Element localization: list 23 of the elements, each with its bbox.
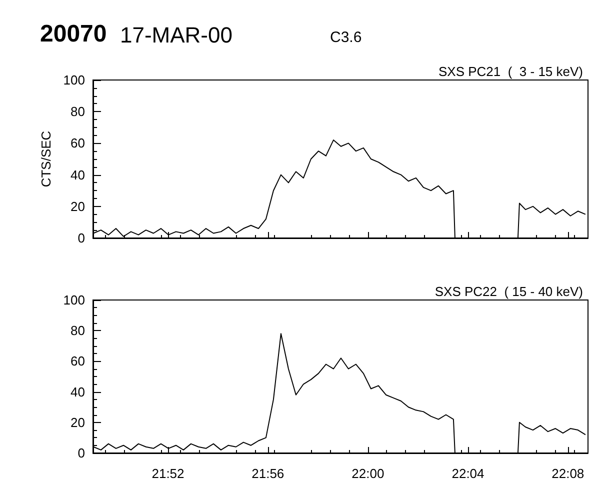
y-tick-label: 0	[78, 230, 85, 246]
y-tick-label: 60	[70, 136, 85, 151]
x-tick-label: 22:08	[552, 466, 584, 480]
chart-title: SXS PC22 ( 15 - 40 keV)	[434, 284, 583, 299]
text: C3.6	[330, 29, 362, 46]
y-tick-label: 60	[70, 354, 85, 369]
text: 17-MAR-00	[120, 22, 232, 48]
y-tick-label: 20	[70, 414, 85, 430]
y-tick-label: 80	[70, 104, 85, 120]
y-tick-label: 0	[78, 446, 85, 460]
x-tick-label: 22:04	[452, 466, 484, 480]
y-tick-label: 100	[63, 72, 85, 88]
y-tick-label: 20	[70, 198, 85, 214]
y-tick-label: 40	[70, 384, 85, 400]
y-tick-label: 80	[70, 323, 85, 338]
y-tick-label: 40	[70, 167, 85, 182]
x-tick-label: 22:00	[352, 466, 384, 480]
y-axis-title: CTS/SEC	[38, 130, 54, 188]
x-tick-label: 21:56	[252, 466, 284, 480]
x-tick-label: 21:52	[152, 466, 184, 480]
y-tick-label: 100	[63, 292, 85, 308]
text: 20070	[40, 20, 107, 48]
chart-title: SXS PC21 ( 3 - 15 keV)	[438, 64, 584, 79]
